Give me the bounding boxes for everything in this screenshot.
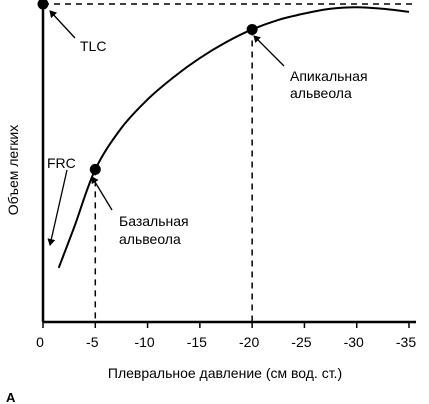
frc-arrow — [47, 169, 68, 246]
data-points — [37, 0, 258, 175]
basal-label-line1: Базальная — [119, 213, 189, 229]
tlc-label: TLC — [80, 38, 106, 54]
y-axis-title: Объем легких — [5, 125, 21, 216]
x-tick-label: -20 — [239, 334, 259, 350]
x-tick-label: -30 — [344, 334, 364, 350]
apical-point — [246, 23, 258, 35]
x-tick-label: -25 — [291, 334, 311, 350]
pressure-volume-curve — [57, 6, 410, 269]
basal-point — [89, 163, 101, 175]
basal-arrow — [91, 176, 113, 211]
x-tick-label: -35 — [396, 334, 416, 350]
apical-arrow — [253, 35, 285, 67]
guide-lines — [43, 3, 416, 322]
basal-label-line2: альвеола — [119, 231, 181, 247]
tlc-point — [37, 0, 49, 10]
x-tick-label: 0 — [36, 334, 44, 350]
x-tick-label: -15 — [187, 334, 207, 350]
panel-label: A — [6, 390, 16, 404]
x-tick-label: -10 — [134, 334, 154, 350]
frc-label: FRC — [47, 155, 76, 171]
x-ticks: 0 -5 -10 -15 -20 -25 -30 -35 — [36, 322, 416, 350]
x-tick-label: -5 — [86, 334, 99, 350]
apical-label-line2: альвеола — [290, 85, 352, 101]
tlc-arrow — [49, 10, 76, 39]
x-axis-title: Плевральное давление (см вод. ст.) — [108, 365, 342, 381]
apical-label-line1: Апикальная — [290, 68, 368, 84]
annotation-arrows — [47, 10, 285, 246]
